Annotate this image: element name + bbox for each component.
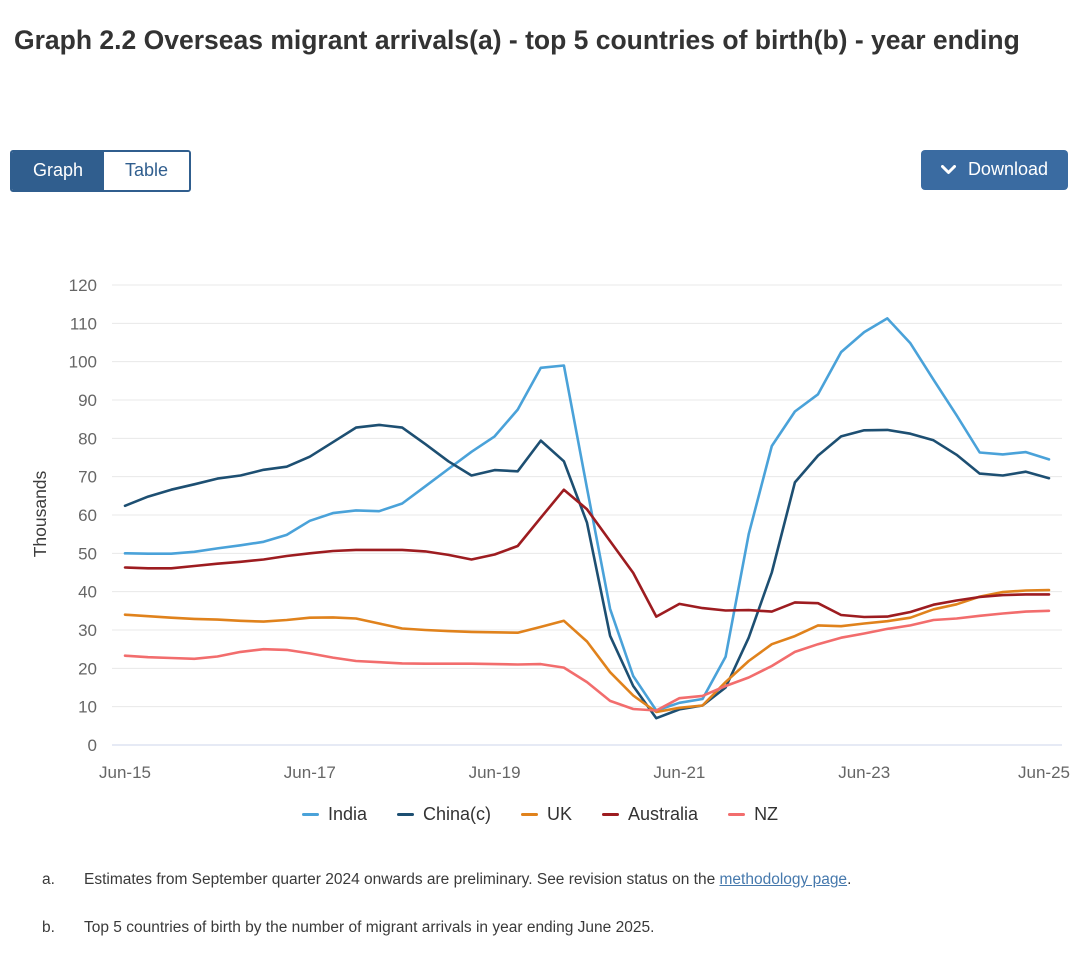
footnote-label: c. bbox=[42, 966, 84, 968]
legend-label: NZ bbox=[754, 804, 779, 824]
footnote-a: a. Estimates from September quarter 2024… bbox=[42, 870, 1060, 891]
x-tick-label: Jun-21 bbox=[653, 763, 705, 782]
legend-swatch-icon bbox=[396, 813, 414, 816]
y-tick-label: 20 bbox=[78, 659, 97, 678]
legend-label: China(c) bbox=[422, 804, 492, 824]
legend-label: UK bbox=[547, 804, 573, 824]
line-chart[interactable]: 0 10 20 30 40 50 60 70 80 90 100 110 120 Thousands Jun… bbox=[0, 250, 1080, 795]
legend-item-india[interactable]: India bbox=[301, 804, 367, 825]
footnote-text: Top 5 countries of birth by the number o… bbox=[84, 918, 655, 936]
y-tick-label: 90 bbox=[78, 391, 97, 410]
footnote-text: Estimates from September quarter 2024 on… bbox=[84, 871, 852, 888]
page-title: Graph 2.2 Overseas migrant arrivals(a) -… bbox=[14, 25, 1020, 55]
legend-swatch-icon bbox=[728, 813, 746, 816]
legend-swatch-icon bbox=[602, 813, 620, 816]
footnote-b: b. Top 5 countries of birth by the numbe… bbox=[42, 918, 1060, 939]
legend-item-uk[interactable]: UK bbox=[521, 804, 572, 825]
x-tick-label: Jun-23 bbox=[838, 763, 890, 782]
series-line-india bbox=[123, 317, 1051, 712]
x-tick-label: Jun-19 bbox=[469, 763, 521, 782]
download-button[interactable]: Download bbox=[920, 150, 1068, 190]
legend-item-australia[interactable]: Australia bbox=[602, 804, 698, 825]
y-tick-label: 40 bbox=[78, 583, 97, 602]
y-tick-label: 110 bbox=[70, 314, 97, 333]
x-tick-label: Jun-25 bbox=[1018, 763, 1070, 782]
y-tick-label: 0 bbox=[88, 736, 97, 755]
legend-swatch-icon bbox=[521, 813, 539, 816]
methodology-link[interactable]: methodology page bbox=[719, 871, 848, 888]
series-line-australia bbox=[123, 488, 1051, 619]
footnote-c: c. Excludes SARs and Taiwan. bbox=[42, 966, 1060, 968]
y-tick-label: 80 bbox=[78, 429, 97, 448]
y-axis-title: Thousands bbox=[30, 470, 50, 557]
y-tick-label: 50 bbox=[78, 544, 97, 563]
x-tick-label: Jun-17 bbox=[284, 763, 336, 782]
legend-item-nz[interactable]: NZ bbox=[728, 804, 778, 825]
footnote-label: b. bbox=[42, 918, 55, 936]
y-tick-label: 30 bbox=[78, 621, 97, 640]
chart-legend: India China(c) UK Australia NZ bbox=[0, 804, 1080, 825]
legend-item-chinac[interactable]: China(c) bbox=[396, 804, 492, 825]
footnote-label: a. bbox=[42, 871, 55, 888]
tab-table[interactable]: Table bbox=[104, 152, 190, 190]
footnote-text: Excludes SARs and Taiwan. bbox=[84, 966, 278, 968]
chevron-down-icon bbox=[940, 164, 956, 175]
y-tick-label: 70 bbox=[78, 468, 97, 487]
toolbar: Graph Table Download bbox=[10, 150, 1068, 192]
y-tick-label: 120 bbox=[69, 276, 97, 295]
graph-table-toggle: Graph Table bbox=[10, 150, 192, 192]
y-tick-label: 60 bbox=[78, 506, 97, 525]
legend-swatch-icon bbox=[301, 813, 319, 816]
chart-canvas: 0 10 20 30 40 50 60 70 80 90 100 110 120 Thousands Jun… bbox=[30, 276, 1070, 782]
y-tick-label: 100 bbox=[69, 353, 97, 372]
series-line-uk bbox=[123, 588, 1051, 714]
series-line-chinac bbox=[123, 423, 1051, 720]
series-line-nz bbox=[123, 609, 1051, 712]
download-label: Download bbox=[967, 159, 1048, 179]
legend-label: Australia bbox=[628, 804, 699, 824]
y-tick-label: 10 bbox=[78, 698, 97, 717]
legend-label: India bbox=[327, 804, 367, 824]
x-tick-label: Jun-15 bbox=[99, 763, 151, 782]
tab-graph[interactable]: Graph bbox=[12, 152, 105, 190]
page: Graph 2.2 Overseas migrant arrivals(a) -… bbox=[0, 22, 1080, 968]
footnotes: a. Estimates from September quarter 2024… bbox=[42, 870, 1060, 968]
